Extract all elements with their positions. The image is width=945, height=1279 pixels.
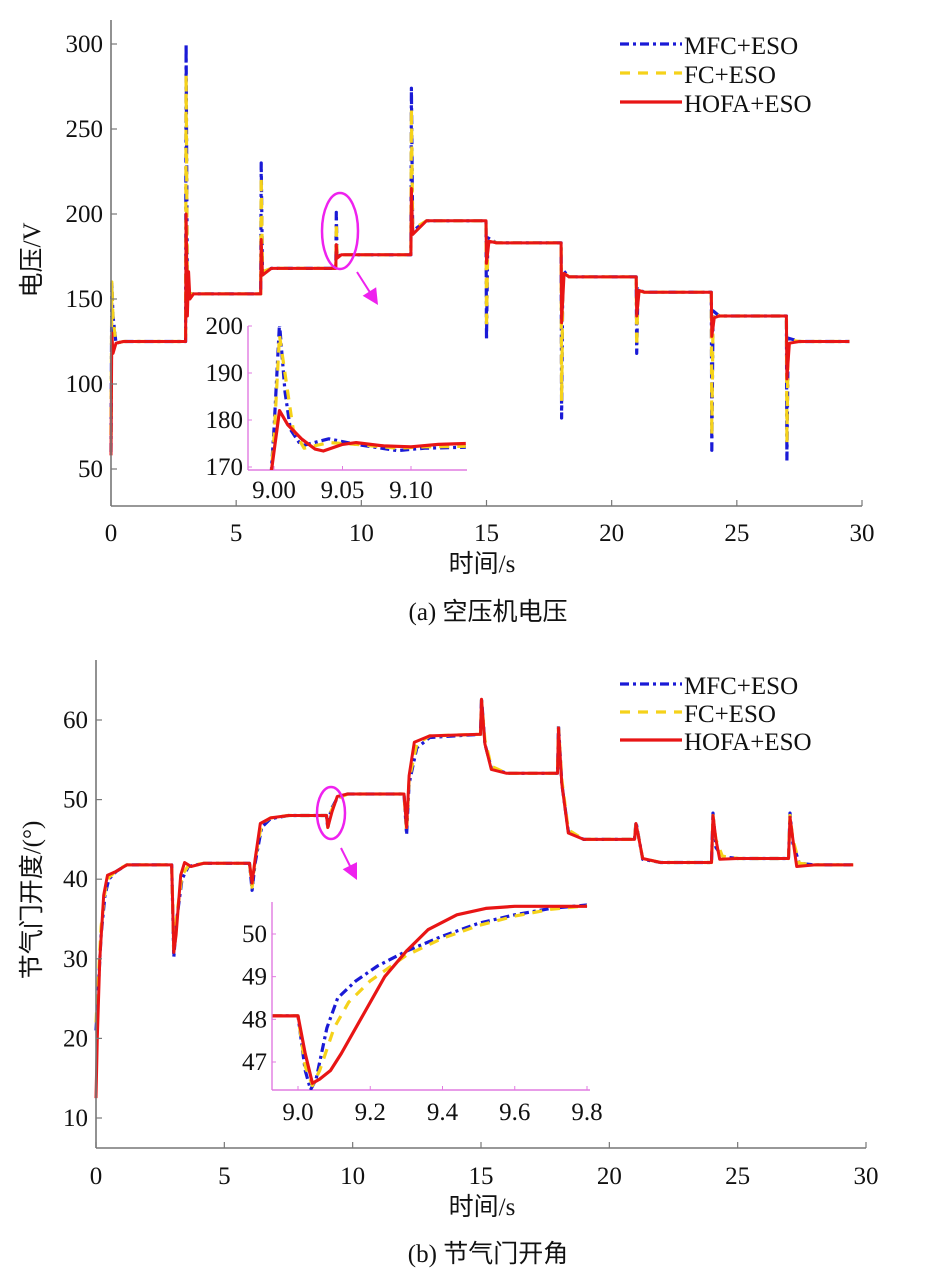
figure-caption: (b) 节气门开角 [408, 1240, 568, 1268]
inset-x-tick-label: 9.4 [427, 1099, 459, 1126]
highlight-ellipse [315, 785, 347, 841]
inset-plot-area [272, 903, 588, 1090]
y-axis-label: 电压/V [18, 222, 46, 297]
chart-throttle-angle: 0 5 10 15 20 25 30 10 20 30 40 50 60 9.0 9.2 9.4 9.6 9.8… [18, 660, 879, 1268]
x-axis-label: 时间/s [449, 1193, 516, 1221]
x-tick-label: 5 [218, 1163, 231, 1190]
highlight-ellipse [320, 191, 360, 271]
inset-y-tick-label: 50 [242, 921, 267, 948]
x-tick-label: 30 [850, 520, 875, 547]
x-tick-label: 25 [724, 520, 749, 547]
y-tick-label: 100 [66, 371, 104, 398]
legend-label-fc-eso: FC+ESO [684, 701, 776, 728]
inset-y-tick-label: 170 [206, 454, 244, 481]
y-tick-label: 250 [66, 116, 104, 143]
y-tick-label: 20 [63, 1025, 88, 1052]
inset-y-tick-label: 47 [242, 1049, 267, 1076]
legend-label-fc-eso: FC+ESO [684, 62, 776, 89]
x-tick-label: 10 [349, 520, 374, 547]
inset-x-tick-label: 9.0 [282, 1099, 313, 1126]
inset-x-tick-label: 9.00 [252, 477, 296, 504]
inset-y-tick-label: 48 [242, 1006, 267, 1033]
inset-x-tick-label: 9.2 [355, 1099, 386, 1126]
x-tick-label: 5 [230, 520, 243, 547]
inset-y-tick-label: 180 [206, 407, 244, 434]
inset-y-tick-label: 200 [206, 313, 244, 340]
y-axis-label: 节气门开度/(°) [18, 821, 46, 980]
y-tick-label: 30 [63, 946, 88, 973]
inset-zoom: 9.0 9.2 9.4 9.6 9.8 47 48 49 50 [242, 902, 603, 1126]
x-tick-label: 0 [90, 1163, 103, 1190]
plot-area [109, 42, 850, 463]
inset-series-line-hofa-eso [272, 904, 587, 1085]
legend-label-mfc-eso: MFC+ESO [684, 33, 798, 60]
x-tick-label: 15 [469, 1163, 494, 1190]
y-tick-label: 200 [66, 201, 104, 228]
plot-area [94, 696, 854, 1099]
x-tick-label: 10 [340, 1163, 365, 1190]
axes: 0 5 10 15 20 25 30 50 100 150 200 250 300 [66, 20, 875, 547]
x-tick-label: 30 [854, 1163, 879, 1190]
series-line-hofa-eso [94, 697, 854, 1099]
axes: 0 5 10 15 20 25 30 10 20 30 40 50 60 [63, 660, 879, 1190]
x-tick-label: 25 [725, 1163, 750, 1190]
x-tick-label: 20 [599, 520, 624, 547]
inset-x-tick-label: 9.05 [321, 477, 365, 504]
x-axis-label: 时间/s [449, 550, 516, 578]
x-tick-label: 20 [597, 1163, 622, 1190]
inset-zoom: 9.00 9.05 9.10 170 180 190 200 [206, 313, 467, 504]
zoom-arrow-head-icon [342, 862, 357, 880]
series-line-hofa-eso [109, 187, 850, 456]
inset-plot-area [269, 326, 466, 470]
figure-caption: (a) 空压机电压 [409, 598, 568, 626]
y-tick-label: 40 [63, 866, 88, 893]
inset-x-tick-label: 9.6 [499, 1099, 530, 1126]
inset-y-tick-label: 49 [242, 964, 267, 991]
x-tick-label: 0 [105, 520, 118, 547]
y-tick-label: 60 [63, 707, 88, 734]
inset-y-tick-label: 190 [206, 360, 244, 387]
inset-x-tick-label: 9.10 [389, 477, 433, 504]
legend-label-hofa-eso: HOFA+ESO [684, 729, 812, 756]
series-line-fc-eso [109, 73, 850, 446]
y-tick-label: 300 [66, 31, 104, 58]
y-tick-label: 50 [63, 787, 88, 814]
x-tick-label: 15 [474, 520, 499, 547]
y-tick-label: 150 [66, 286, 104, 313]
inset-series-line-hofa-eso [269, 409, 466, 470]
legend-label-hofa-eso: HOFA+ESO [684, 91, 812, 118]
zoom-arrow-head-icon [362, 287, 378, 305]
inset-series-line-fc-eso [272, 904, 588, 1088]
legend-label-mfc-eso: MFC+ESO [684, 673, 798, 700]
inset-background [272, 902, 590, 1090]
inset-x-tick-label: 9.8 [571, 1099, 602, 1126]
y-tick-label: 50 [78, 456, 103, 483]
y-tick-label: 10 [63, 1105, 88, 1132]
